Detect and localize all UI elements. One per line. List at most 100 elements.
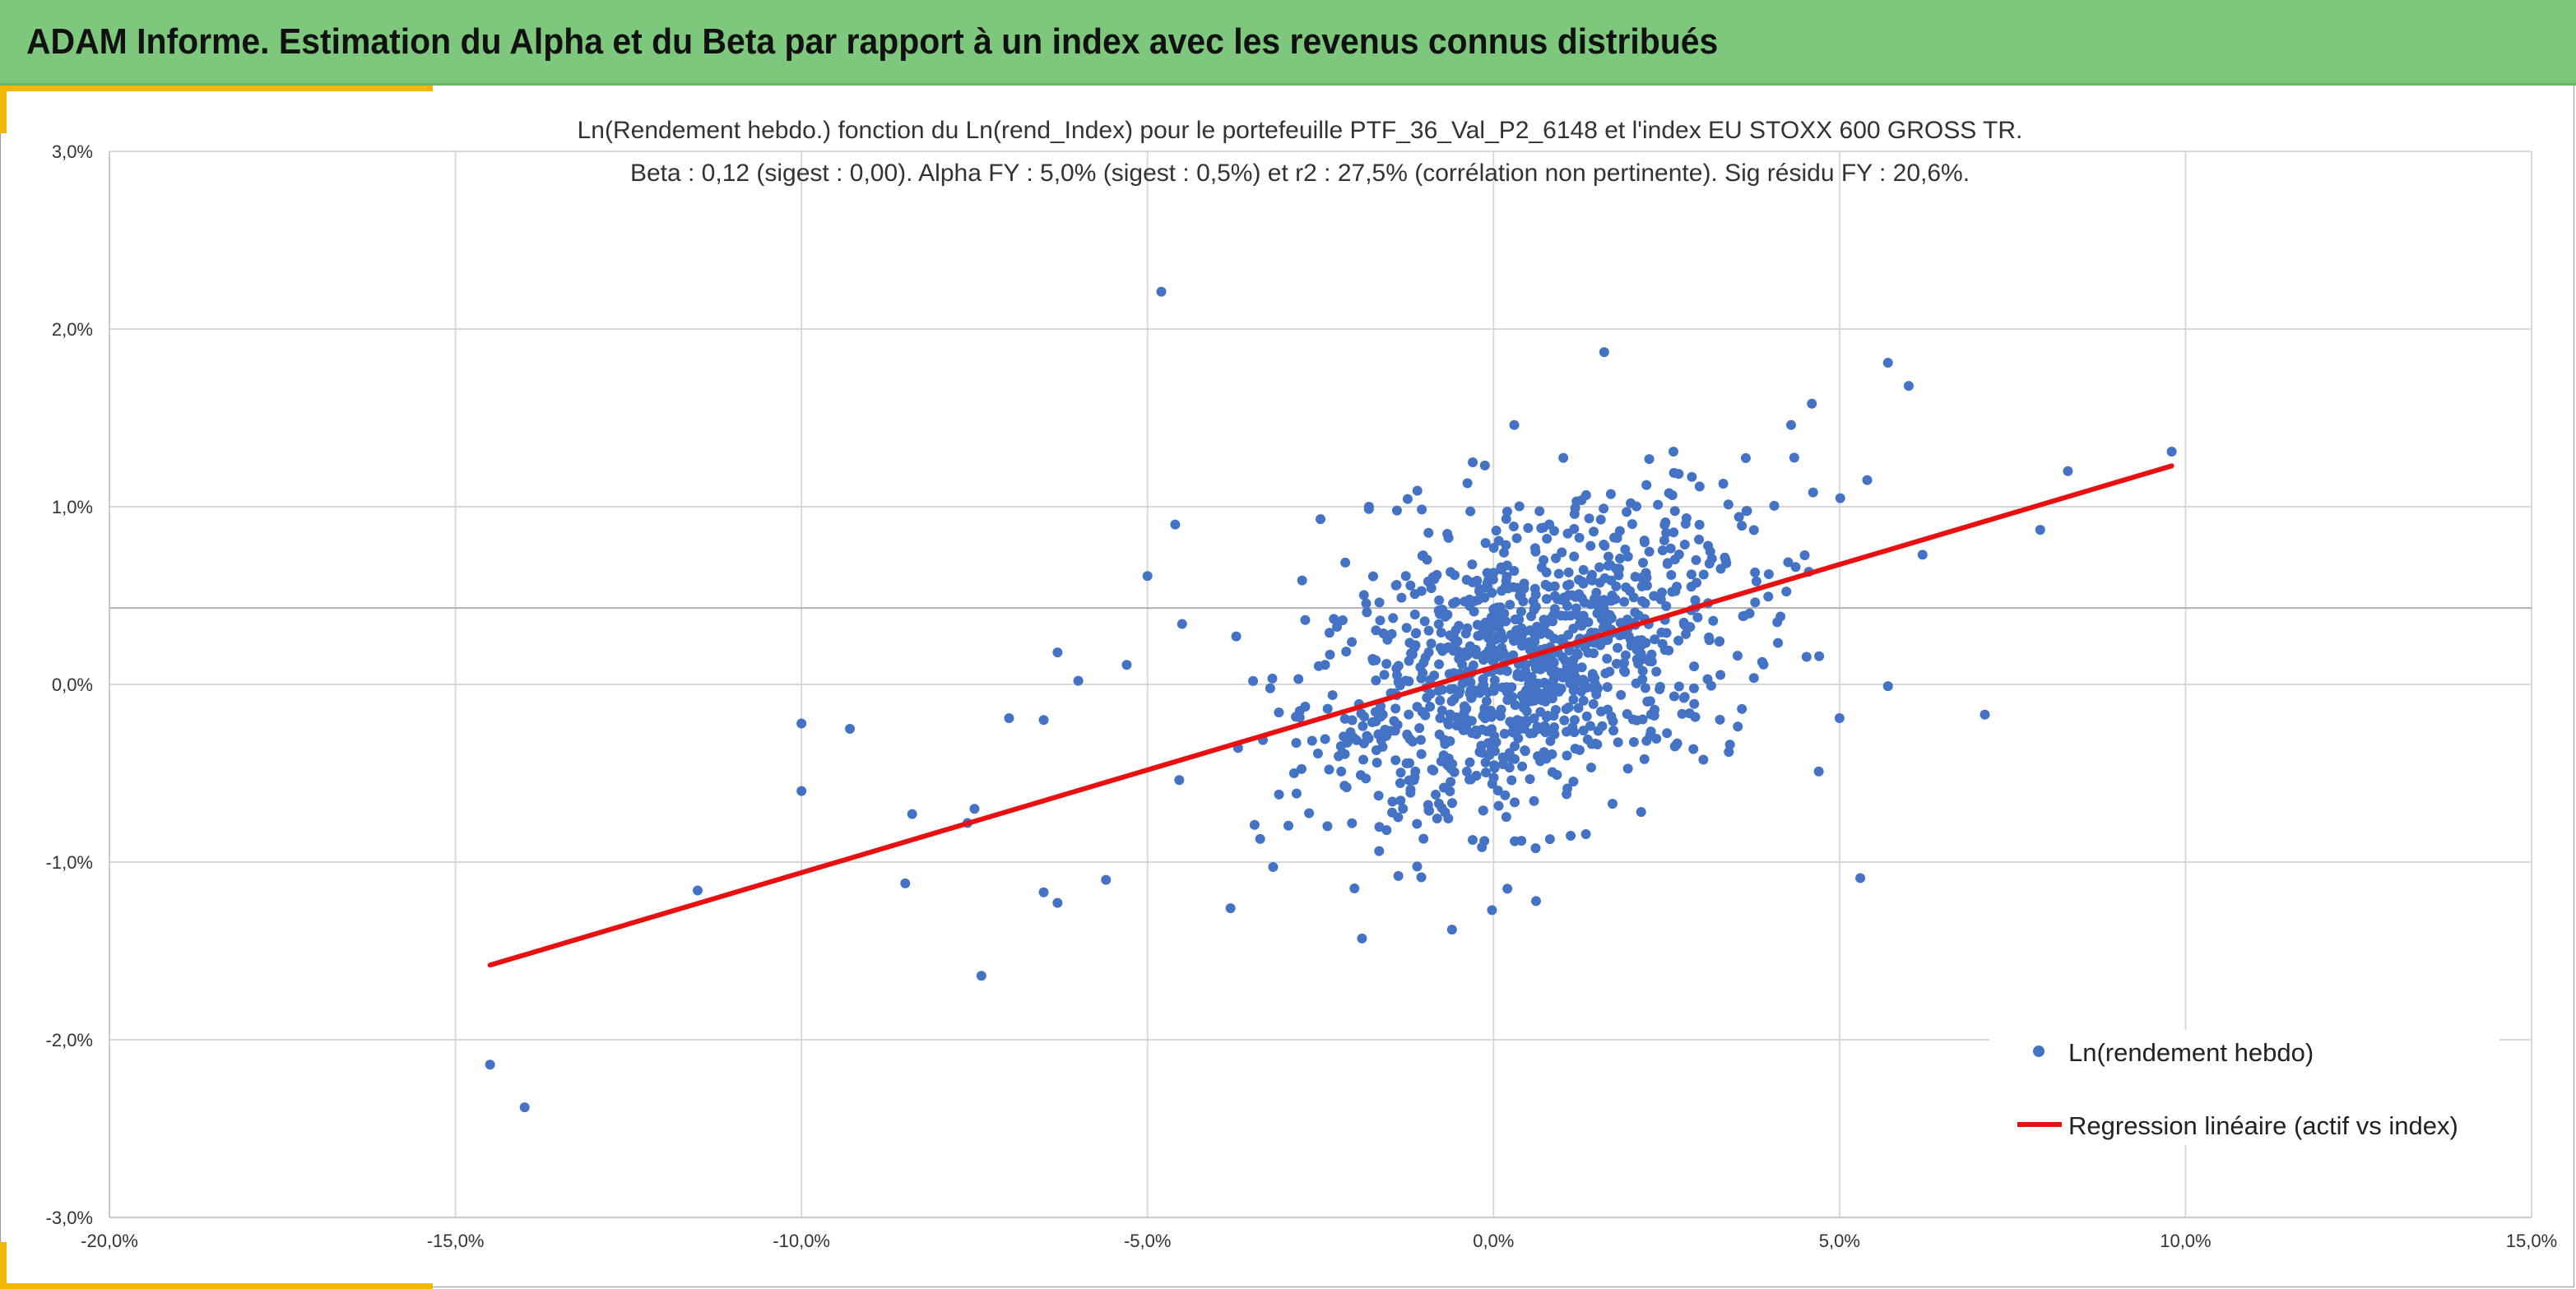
- data-point: [1535, 707, 1546, 717]
- data-point: [1463, 649, 1474, 660]
- data-point: [2035, 525, 2045, 536]
- data-point: [1578, 726, 1589, 736]
- data-point: [1578, 695, 1589, 706]
- data-point: [1393, 870, 1404, 881]
- data-point: [1444, 669, 1455, 679]
- data-point: [1477, 724, 1488, 735]
- data-point: [1637, 596, 1648, 606]
- data-point: [1706, 680, 1716, 691]
- data-point: [1479, 706, 1490, 716]
- data-point: [1381, 659, 1392, 670]
- data-point: [1393, 677, 1404, 688]
- data-point: [1357, 933, 1367, 944]
- data-point: [1376, 735, 1386, 745]
- data-point: [1454, 653, 1464, 664]
- data-point: [1509, 565, 1520, 576]
- data-point: [1556, 610, 1566, 621]
- legend-background: [1989, 1030, 2499, 1145]
- data-point: [1980, 709, 1990, 720]
- data-point: [1367, 653, 1378, 664]
- data-point: [1073, 675, 1084, 686]
- data-point: [1633, 658, 1644, 669]
- data-point: [1542, 533, 1553, 544]
- data-point: [969, 804, 980, 814]
- data-point: [1544, 834, 1555, 845]
- data-point: [1052, 647, 1063, 658]
- data-point: [1501, 812, 1511, 823]
- accent-bar-bottom: [0, 1283, 433, 1289]
- data-point: [1526, 692, 1537, 702]
- data-point: [1548, 616, 1558, 627]
- data-point: [1783, 557, 1794, 568]
- data-point: [1375, 615, 1385, 626]
- data-point: [1619, 657, 1630, 668]
- data-point: [1628, 737, 1639, 748]
- data-point: [1539, 677, 1550, 688]
- data-point: [1572, 610, 1583, 621]
- data-point: [1483, 576, 1493, 587]
- data-point: [1577, 577, 1588, 587]
- data-point: [1724, 740, 1735, 750]
- data-point: [1412, 485, 1423, 496]
- data-point: [1464, 757, 1475, 767]
- data-point: [1464, 641, 1475, 651]
- data-point: [1723, 499, 1734, 510]
- y-tick-label: -2,0%: [46, 1030, 93, 1050]
- data-point: [1511, 533, 1522, 544]
- data-point: [1750, 567, 1761, 577]
- data-point: [1588, 673, 1599, 684]
- data-point: [1637, 665, 1648, 676]
- data-point: [1591, 689, 1602, 700]
- data-point: [1395, 767, 1406, 778]
- legend-label-regression: Regression linéaire (actif vs index): [2068, 1111, 2458, 1140]
- data-point: [1769, 500, 1780, 511]
- data-point: [1472, 575, 1483, 586]
- data-point: [1515, 724, 1525, 735]
- data-point: [1434, 659, 1445, 670]
- data-point: [1529, 543, 1540, 554]
- data-point: [1489, 603, 1500, 614]
- data-point: [1659, 535, 1669, 545]
- data-point: [1401, 623, 1412, 633]
- data-point: [1340, 557, 1351, 568]
- data-point: [1532, 661, 1543, 672]
- accent-bar-left-top: [0, 86, 7, 133]
- data-point: [1785, 420, 1796, 430]
- data-point: [1650, 634, 1660, 645]
- data-point: [1530, 896, 1541, 906]
- data-point: [1604, 666, 1615, 677]
- data-point: [1568, 685, 1579, 696]
- data-point: [1322, 821, 1333, 832]
- data-point: [1486, 612, 1497, 623]
- data-point: [1288, 767, 1299, 778]
- data-point: [1529, 795, 1539, 806]
- data-point: [1300, 614, 1311, 625]
- regression-line: [487, 463, 2175, 968]
- data-point: [1435, 712, 1446, 723]
- data-point: [1613, 737, 1623, 748]
- data-point: [1738, 610, 1749, 621]
- data-point: [1474, 747, 1485, 758]
- data-point: [1510, 797, 1520, 808]
- data-point: [1529, 636, 1540, 647]
- data-point: [1445, 684, 1455, 694]
- data-point: [1433, 685, 1444, 696]
- data-point: [1493, 536, 1504, 546]
- data-point: [1434, 729, 1445, 740]
- data-point: [1320, 734, 1330, 744]
- data-point: [1345, 727, 1356, 738]
- chart-subtitle: Beta : 0,12 (sigest : 0,00). Alpha FY : …: [630, 160, 1970, 187]
- data-point: [1882, 681, 1893, 692]
- y-tick-label: 1,0%: [52, 497, 93, 517]
- data-point: [1501, 616, 1511, 627]
- data-point: [1417, 550, 1427, 561]
- regression-layer: [487, 463, 2175, 968]
- data-point: [1664, 645, 1674, 656]
- data-point: [1341, 647, 1352, 657]
- data-point: [1514, 614, 1525, 625]
- data-point: [1525, 774, 1535, 785]
- data-point: [1543, 726, 1554, 736]
- data-point: [1691, 554, 1701, 565]
- data-point: [1585, 763, 1596, 773]
- data-point: [1412, 818, 1423, 829]
